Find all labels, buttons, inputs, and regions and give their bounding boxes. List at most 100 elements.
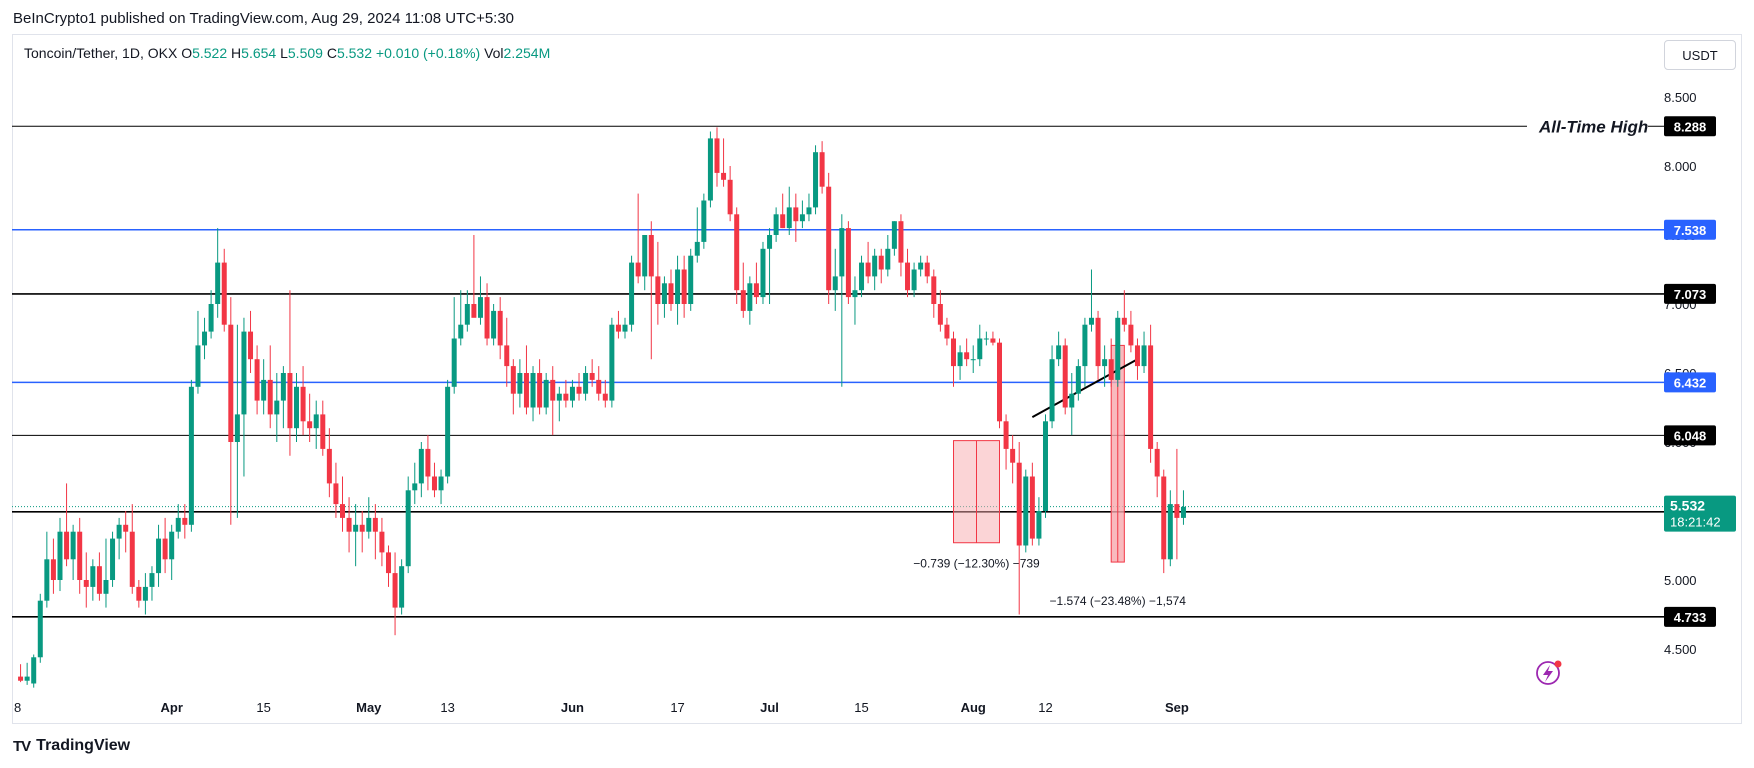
candle-body [629, 262, 635, 325]
candle-body [156, 538, 162, 574]
candle-body [583, 373, 589, 394]
candle-body [957, 352, 963, 367]
candle-body [307, 421, 313, 429]
candle-body [1023, 476, 1029, 546]
candle-body [1003, 421, 1009, 449]
candle-body [215, 262, 221, 304]
low-label: L [280, 45, 288, 61]
candle-body [944, 324, 950, 339]
candle-body [970, 359, 976, 361]
x-tick-label: 15 [256, 700, 270, 715]
candle-body [1049, 359, 1055, 422]
candle-body [248, 331, 254, 360]
candle-body [129, 531, 135, 587]
flash-icon[interactable] [1536, 660, 1562, 685]
candle-body [1102, 359, 1108, 367]
currency-button[interactable]: USDT [1664, 40, 1736, 70]
candle-body [602, 393, 608, 401]
candle-body [1056, 345, 1062, 360]
candle-body [905, 262, 911, 291]
candle-body [57, 531, 63, 580]
y-tick-label: 8.500 [1664, 90, 1697, 105]
candle-body [530, 373, 536, 408]
symbol-name[interactable]: Toncoin/Tether, 1D, OKX [24, 45, 178, 61]
candle-body [563, 393, 569, 401]
candle-body [734, 214, 740, 291]
axes: 8.5008.0007.5007.0006.5006.0005.5005.000… [14, 90, 1697, 715]
candle-body [228, 324, 234, 442]
measure-label: −0.739 (−12.30%) −739 [913, 557, 1040, 571]
candle-body [1069, 393, 1075, 408]
candle-body [412, 483, 418, 491]
candles [18, 127, 1186, 688]
candle-body [1108, 359, 1114, 380]
candle-body [983, 338, 989, 340]
candle-body [878, 255, 884, 270]
candle-body [353, 524, 359, 532]
price-label-bg [1664, 283, 1716, 304]
candle-body [714, 138, 720, 173]
candle-body [182, 517, 188, 525]
y-tick-label: 5.000 [1664, 573, 1697, 588]
candle-body [359, 524, 365, 532]
candle-body [320, 414, 326, 449]
open-value: 5.522 [192, 45, 228, 61]
candle-body [116, 524, 122, 539]
measure-label: −1.574 (−23.48%) −1,574 [1050, 594, 1187, 608]
candle-body [997, 342, 1002, 422]
candle-body [44, 559, 50, 601]
candle-body [471, 304, 477, 318]
candle-body [780, 214, 786, 229]
candle-body [37, 600, 43, 658]
candle-body [1128, 324, 1134, 346]
candle-body [918, 262, 924, 270]
logo-mark: TV [13, 737, 31, 755]
candle-body [31, 657, 37, 684]
candle-body [510, 366, 516, 394]
candle-body [937, 304, 943, 325]
candle-body [294, 386, 300, 429]
price-label-bg [1664, 219, 1716, 240]
tradingview-logo[interactable]: TV TradingView [13, 737, 130, 755]
candle-body [221, 262, 227, 325]
logo-text: TradingView [36, 737, 131, 754]
candle-body [379, 531, 385, 553]
low-value: 5.509 [287, 45, 323, 61]
candle-body [819, 152, 825, 187]
candle-body [175, 517, 181, 532]
candle-body [813, 152, 819, 208]
candle-body [497, 310, 503, 346]
candle-body [280, 373, 286, 401]
candle-body [760, 248, 766, 298]
candle-body [898, 221, 904, 263]
candle-body [1180, 506, 1186, 518]
candle-body [1115, 317, 1121, 380]
candle-body [64, 531, 70, 560]
candle-body [83, 580, 89, 587]
candle-body [24, 676, 30, 681]
x-tick-label: 17 [670, 700, 684, 715]
candle-body [806, 207, 812, 215]
x-tick-label: Aug [961, 700, 986, 715]
price-label-text: 6.432 [1674, 375, 1707, 390]
candle-body [333, 483, 339, 505]
price-label-bg [1664, 116, 1716, 137]
candle-body [1075, 366, 1081, 394]
candle-body [1121, 317, 1127, 325]
candle-body [287, 373, 293, 429]
candle-body [931, 276, 937, 304]
candle-body [1161, 476, 1167, 560]
candle-body [1010, 448, 1016, 463]
candle-body [826, 186, 832, 291]
candle-body [136, 586, 142, 601]
x-tick-label: Sep [1165, 700, 1189, 715]
candle-body [556, 393, 562, 401]
candle-body [596, 379, 602, 394]
countdown-value: 18:21:42 [1670, 515, 1721, 530]
candle-body [688, 255, 694, 304]
candle-body [793, 207, 799, 222]
price-label-bg [1664, 425, 1716, 446]
candle-body [543, 379, 549, 408]
x-tick-label: Jun [561, 700, 584, 715]
